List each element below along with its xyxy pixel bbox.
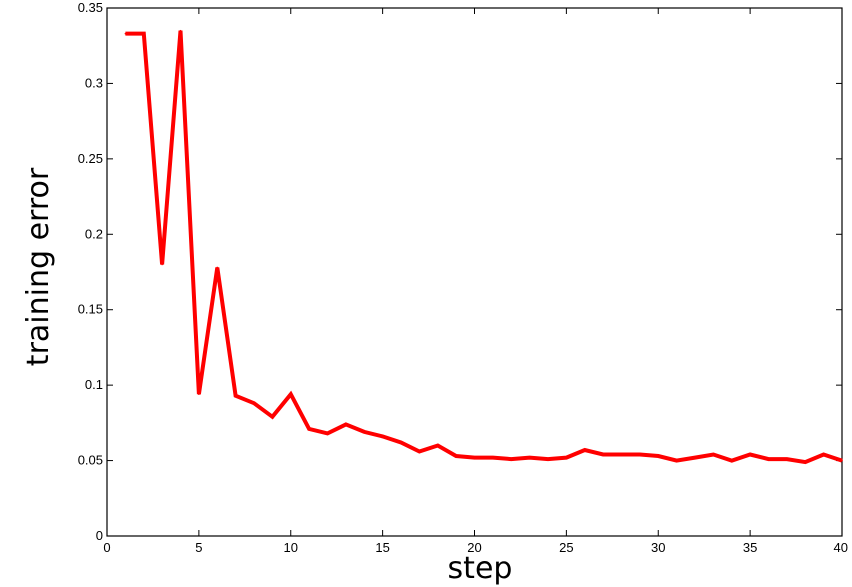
data-point bbox=[730, 459, 733, 462]
y-tick-label: 0.35 bbox=[78, 0, 103, 15]
data-point bbox=[712, 453, 715, 456]
data-point bbox=[124, 32, 127, 35]
data-point bbox=[381, 435, 384, 438]
data-point bbox=[234, 394, 237, 397]
data-point bbox=[345, 423, 347, 426]
x-tick-label: 10 bbox=[284, 540, 298, 555]
y-tick-label: 0.15 bbox=[78, 302, 103, 317]
x-tick-label: 25 bbox=[559, 540, 573, 555]
x-tick-label: 35 bbox=[743, 540, 757, 555]
data-point bbox=[602, 453, 604, 456]
data-point bbox=[198, 393, 200, 395]
data-point bbox=[657, 455, 660, 457]
data-point bbox=[161, 263, 163, 266]
x-axis-title: step bbox=[448, 551, 513, 586]
data-point bbox=[675, 459, 678, 462]
data-point bbox=[565, 456, 568, 459]
data-point bbox=[528, 456, 531, 459]
y-tick-label: 0.25 bbox=[78, 151, 103, 166]
data-point bbox=[400, 441, 402, 444]
data-point bbox=[749, 453, 751, 456]
series-layer bbox=[124, 29, 843, 465]
y-tick-label: 0.2 bbox=[85, 226, 103, 241]
x-tick-label: 20 bbox=[467, 540, 481, 555]
data-point bbox=[179, 29, 182, 32]
x-tick-label: 30 bbox=[651, 540, 665, 555]
data-point bbox=[418, 450, 421, 453]
data-point bbox=[620, 453, 623, 456]
data-point bbox=[547, 458, 549, 460]
data-point bbox=[822, 453, 825, 456]
series-line bbox=[125, 30, 843, 465]
y-tick-label: 0.05 bbox=[78, 453, 103, 468]
x-tick-label: 40 bbox=[834, 540, 848, 555]
x-tick-label: 5 bbox=[195, 540, 202, 555]
data-point bbox=[308, 428, 310, 430]
data-point bbox=[583, 449, 586, 451]
y-tick-label: 0 bbox=[96, 528, 103, 543]
data-point bbox=[804, 461, 807, 463]
y-axis-title: training error bbox=[21, 167, 56, 366]
data-point bbox=[216, 266, 219, 269]
data-point bbox=[841, 459, 843, 462]
data-point bbox=[253, 402, 255, 405]
plot-frame bbox=[106, 7, 843, 537]
data-point bbox=[142, 32, 145, 35]
data-point bbox=[694, 456, 696, 459]
data-point bbox=[510, 458, 513, 460]
data-point bbox=[326, 432, 329, 435]
x-tick-label: 0 bbox=[103, 540, 110, 555]
data-point bbox=[289, 393, 292, 395]
y-tick-label: 0.1 bbox=[85, 377, 103, 392]
data-point bbox=[455, 455, 457, 457]
data-point bbox=[492, 456, 494, 459]
y-axis-ticks: 0 0.05 0.1 0.15 0.2 0.25 0.3 0.35 bbox=[78, 0, 842, 543]
data-point bbox=[436, 444, 439, 447]
data-point bbox=[271, 416, 274, 418]
x-tick-label: 15 bbox=[375, 540, 389, 555]
y-tick-label: 0.3 bbox=[85, 75, 103, 90]
data-point bbox=[639, 453, 641, 456]
x-axis-ticks: 0 5 10 15 20 25 30 35 40 bbox=[103, 8, 848, 555]
data-point bbox=[363, 431, 366, 433]
data-point bbox=[473, 456, 476, 459]
data-point bbox=[767, 458, 770, 460]
data-point bbox=[786, 458, 788, 460]
